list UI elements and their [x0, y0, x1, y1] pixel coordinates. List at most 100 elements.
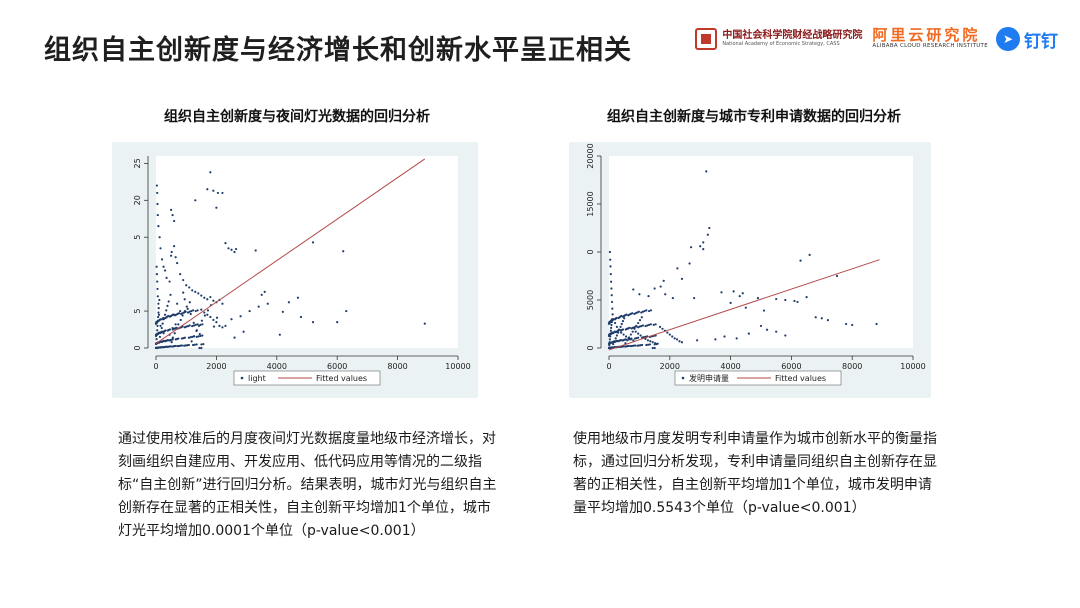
- x-tick-label: 0: [153, 362, 158, 371]
- scatter-point: [167, 314, 170, 318]
- scatter-point: [637, 332, 640, 335]
- scatter-point: [720, 291, 723, 294]
- scatter-point: [647, 323, 651, 327]
- fitted-line: [155, 158, 426, 344]
- scatter-point: [156, 213, 159, 217]
- scatter-point: [762, 309, 766, 312]
- scatter-point: [666, 331, 669, 334]
- y-tick-label: 15000: [586, 191, 595, 216]
- scatter-point: [156, 329, 159, 332]
- light-scatter-plot: 05520250200040006000800010000自主创新lightFi…: [133, 156, 471, 386]
- scatter-point: [609, 329, 612, 332]
- scatter-point: [637, 310, 640, 313]
- scatter-point: [168, 280, 171, 283]
- scatter-point: [206, 309, 210, 312]
- left-description: 通过使用校准后的月度夜间灯光数据度量地级市经济增长，对刻画组织自建应用、开发应用…: [118, 431, 497, 539]
- scatter-point: [610, 326, 613, 329]
- scatter-point: [680, 341, 684, 344]
- scatter-point: [156, 295, 159, 298]
- scatter-point: [640, 316, 643, 319]
- scatter-point: [648, 343, 652, 346]
- scatter-point: [191, 289, 194, 292]
- scatter-point: [784, 298, 787, 302]
- scatter-point: [195, 335, 198, 338]
- scatter-point: [169, 345, 172, 348]
- cass-logo-subtext: National Academy of Economic Strategy, C…: [722, 40, 840, 47]
- scatter-point: [163, 313, 167, 316]
- y-tick-label: 0: [586, 345, 595, 350]
- scatter-point: [621, 328, 625, 331]
- scatter-point: [158, 335, 162, 339]
- scatter-point: [620, 331, 623, 334]
- scatter-point: [196, 323, 199, 326]
- scatter-point: [675, 338, 679, 341]
- scatter-point: [156, 280, 159, 283]
- scatter-point: [744, 306, 747, 309]
- scatter-point: [638, 293, 641, 296]
- x-tick-label: 8000: [387, 362, 407, 371]
- scatter-point: [212, 318, 215, 322]
- scatter-point: [224, 242, 227, 245]
- scatter-point: [197, 335, 200, 338]
- scatter-point: [609, 265, 612, 268]
- scatter-point: [641, 310, 645, 313]
- scatter-point: [177, 312, 181, 315]
- legend-point-marker: [240, 376, 244, 380]
- scatter-point: [155, 338, 158, 341]
- scatter-point: [212, 299, 215, 302]
- scatter-point: [612, 318, 615, 321]
- scatter-point: [192, 343, 195, 347]
- scatter-point: [188, 310, 191, 313]
- scatter-point: [191, 335, 194, 338]
- scatter-point: [183, 336, 186, 339]
- scatter-point: [608, 338, 612, 341]
- scatter-point: [647, 309, 651, 313]
- scatter-point: [610, 287, 613, 290]
- scatter-point: [610, 300, 614, 304]
- y-tick-label: 5000: [586, 290, 595, 310]
- scatter-point: [608, 250, 612, 254]
- scatter-point: [168, 328, 171, 331]
- y-tick-label: 20000: [586, 143, 595, 168]
- scatter-point: [741, 292, 744, 295]
- scatter-point: [651, 341, 654, 344]
- x-tick-label: 4000: [720, 362, 740, 371]
- scatter-point: [735, 337, 738, 340]
- scatter-point: [157, 313, 161, 316]
- scatter-point: [851, 323, 854, 327]
- scatter-point: [647, 343, 650, 346]
- scatter-point: [209, 315, 212, 319]
- x-tick-label: 6000: [781, 362, 801, 371]
- scatter-point: [203, 314, 207, 317]
- scatter-point: [161, 345, 164, 349]
- scatter-point: [179, 273, 182, 276]
- scatter-point: [200, 346, 203, 350]
- scatter-point: [615, 316, 618, 320]
- legend-label-points: 发明申请量: [689, 373, 729, 383]
- scatter-point: [608, 341, 611, 345]
- scatter-point: [170, 250, 173, 254]
- scatter-point: [192, 335, 196, 338]
- scatter-point: [646, 324, 649, 327]
- scatter-point: [296, 296, 300, 299]
- patent-regression-chart: 05000015000200000200040006000800010000自主…: [569, 142, 931, 398]
- scatter-point: [654, 323, 657, 326]
- scatter-point: [645, 309, 648, 312]
- scatter-point: [188, 324, 191, 327]
- scatter-point: [233, 336, 236, 339]
- scatter-point: [624, 338, 627, 341]
- scatter-point: [187, 336, 190, 339]
- scatter-point: [230, 318, 233, 321]
- scatter-point: [640, 343, 644, 347]
- scatter-point: [608, 333, 611, 336]
- scatter-point: [206, 188, 209, 191]
- scatter-point: [808, 253, 811, 256]
- scatter-point: [611, 313, 614, 316]
- dingtalk-icon: ➤: [996, 27, 1020, 51]
- scatter-point: [157, 311, 160, 314]
- scatter-point: [221, 326, 224, 329]
- scatter-point: [216, 191, 220, 195]
- slide-title: 组织自主创新度与经济增长和创新水平呈正相关: [44, 35, 632, 66]
- right-chart-title: 组织自主创新度与城市专利申请数据的回归分析: [607, 109, 901, 125]
- scatter-point: [621, 320, 625, 323]
